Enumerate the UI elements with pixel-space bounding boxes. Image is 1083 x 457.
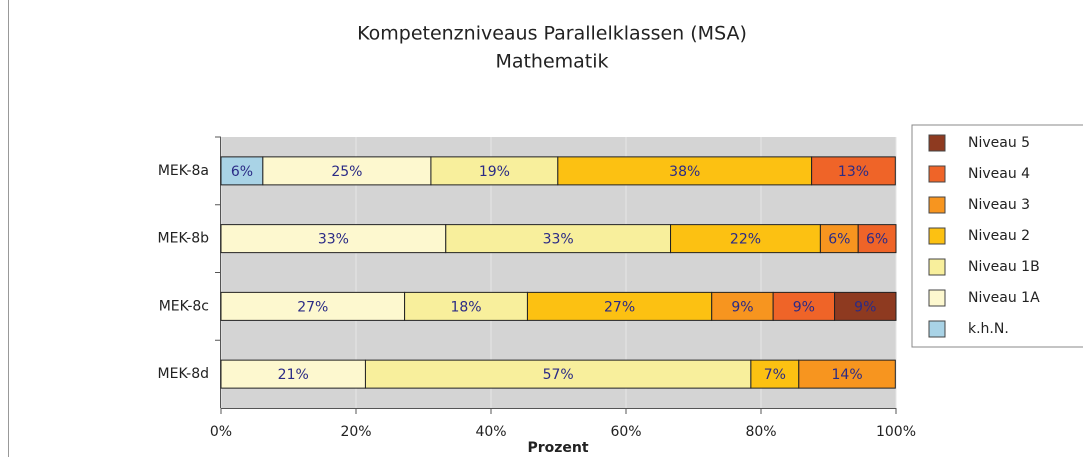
legend-label: Niveau 3 (968, 197, 1030, 213)
legend-swatch (928, 227, 946, 245)
data-label: 6% (828, 232, 850, 248)
bar-segment (364, 359, 752, 389)
bar-segment (772, 291, 836, 321)
x-tick-label: 100% (876, 424, 916, 440)
data-label: 22% (730, 232, 761, 248)
bar-segment (262, 156, 432, 186)
chart-subtitle: Mathematik (495, 51, 608, 73)
bar-segment (220, 291, 406, 321)
legend-swatch (928, 134, 946, 152)
bar-segment (557, 156, 813, 186)
legend-swatch (928, 289, 946, 307)
y-tick-label: MEK-8a (158, 163, 209, 179)
bar-segment (750, 359, 800, 389)
bar-segment (430, 156, 559, 186)
data-label: 9% (793, 299, 815, 315)
bar-segment (404, 291, 528, 321)
bar-segment (857, 224, 897, 254)
bar-segment (220, 156, 264, 186)
legend-label: k.h.N. (968, 321, 1009, 337)
data-label: 9% (854, 299, 876, 315)
data-label: 19% (479, 164, 510, 180)
data-label: 9% (731, 299, 753, 315)
x-tick-label: 60% (610, 424, 641, 440)
x-tick-label: 40% (475, 424, 506, 440)
x-tick-label: 20% (340, 424, 371, 440)
data-label: 6% (231, 164, 253, 180)
legend-swatch (928, 258, 946, 276)
bar-segment (670, 224, 821, 254)
data-label: 27% (297, 299, 328, 315)
data-label: 7% (764, 367, 786, 383)
data-label: 25% (331, 164, 362, 180)
bar-segment (798, 359, 896, 389)
chart-title: Kompetenzniveaus Parallelklassen (MSA) (357, 23, 747, 45)
data-label: 18% (450, 299, 481, 315)
data-label: 21% (278, 367, 309, 383)
data-label: 33% (318, 232, 349, 248)
data-label: 33% (543, 232, 574, 248)
bar-segment (220, 224, 447, 254)
bar-segment (220, 359, 366, 389)
legend-label: Niveau 1A (968, 290, 1040, 306)
legend-label: Niveau 5 (968, 135, 1030, 151)
y-tick-label: MEK-8d (158, 366, 209, 382)
legend-label: Niveau 2 (968, 228, 1030, 244)
bar-segment (811, 156, 896, 186)
legend-swatch (928, 165, 946, 183)
data-label: 13% (838, 164, 869, 180)
legend-label: Niveau 1B (968, 259, 1040, 275)
bar-segment (834, 291, 897, 321)
bar-segment (445, 224, 672, 254)
legend-swatch (928, 320, 946, 338)
legend-label: Niveau 4 (968, 166, 1030, 182)
data-label: 57% (543, 367, 574, 383)
data-label: 6% (866, 232, 888, 248)
data-label: 38% (669, 164, 700, 180)
bar-segment (526, 291, 713, 321)
x-tick-label: 80% (745, 424, 776, 440)
data-label: 27% (604, 299, 635, 315)
bar-segment (711, 291, 774, 321)
legend-swatch (928, 196, 946, 214)
y-tick-label: MEK-8b (158, 231, 210, 247)
y-tick-label: MEK-8c (159, 298, 209, 314)
x-tick-label: 0% (210, 424, 232, 440)
x-axis-label: Prozent (527, 440, 588, 456)
data-label: 14% (832, 367, 863, 383)
